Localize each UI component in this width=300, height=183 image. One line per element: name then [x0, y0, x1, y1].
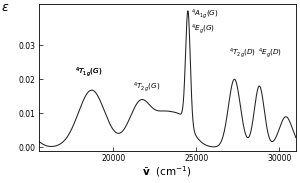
Text: $^4E_g(D)$: $^4E_g(D)$ [258, 46, 282, 60]
Text: $^4T_{2g}(G)$: $^4T_{2g}(G)$ [133, 81, 160, 94]
Text: $^4T_{2g}(D)$: $^4T_{2g}(D)$ [230, 46, 256, 60]
Text: $^4E_g(G)$: $^4E_g(G)$ [191, 23, 215, 36]
X-axis label: $\bar{\mathbf{v}}$  (cm$^{-1}$): $\bar{\mathbf{v}}$ (cm$^{-1}$) [142, 164, 192, 179]
Text: $^4T_{1g}(G)$: $^4T_{1g}(G)$ [75, 65, 102, 79]
Text: $^4T_{1g}(G)$: $^4T_{1g}(G)$ [75, 65, 102, 79]
Text: $^4A_{1g}(G)$: $^4A_{1g}(G)$ [191, 7, 219, 21]
Y-axis label: $\varepsilon$: $\varepsilon$ [1, 1, 9, 14]
